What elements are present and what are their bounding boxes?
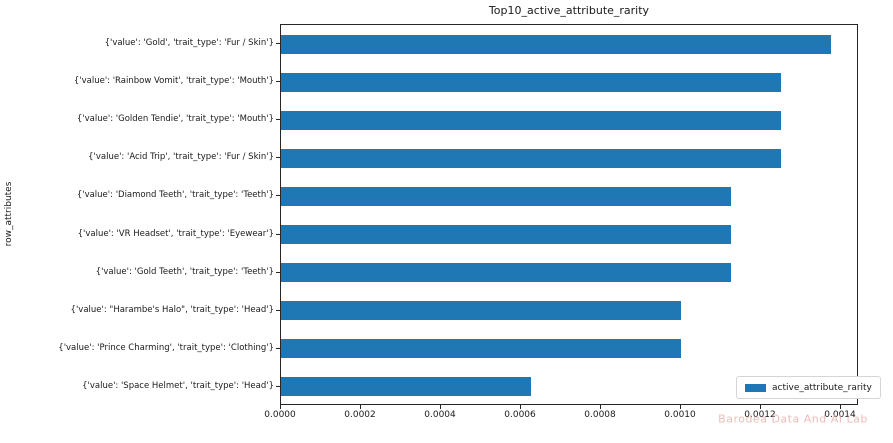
x-tick-mark <box>680 405 681 409</box>
bar <box>281 148 781 168</box>
x-tick-label: 0.0012 <box>744 410 776 420</box>
x-tick-label: 0.0000 <box>264 410 296 420</box>
y-tick-mark <box>276 271 280 273</box>
y-tick-mark <box>276 195 280 197</box>
y-tick-mark <box>276 233 280 235</box>
y-tick-label: {'value': 'Acid Trip', 'trait_type': 'Fu… <box>88 152 274 163</box>
x-tick-mark <box>840 405 841 409</box>
x-tick-label: 0.0004 <box>424 410 456 420</box>
x-tick-mark <box>600 405 601 409</box>
y-tick-mark <box>276 81 280 83</box>
x-tick-label: 0.0008 <box>584 410 616 420</box>
x-tick-label: 0.0010 <box>664 410 696 420</box>
y-tick-mark <box>276 347 280 349</box>
watermark-text: Barodea Data And AI Lab <box>718 412 868 426</box>
plot-area <box>280 24 858 405</box>
y-tick-mark <box>276 309 280 311</box>
bar <box>281 377 531 397</box>
bar <box>281 225 731 245</box>
legend: active_attribute_rarity <box>736 376 881 399</box>
bar <box>281 186 731 206</box>
y-tick-label: {'value': 'Diamond Teeth', 'trait_type':… <box>76 190 274 201</box>
legend-label: active_attribute_rarity <box>772 382 872 393</box>
y-tick-label: {'value': "Harambe's Halo", 'trait_type'… <box>70 304 274 315</box>
y-tick-label: {'value': 'Golden Tendie', 'trait_type':… <box>76 114 274 125</box>
y-tick-label: {'value': 'Gold Teeth', 'trait_type': 'T… <box>95 266 274 277</box>
y-tick-mark <box>276 385 280 387</box>
y-tick-label: {'value': 'Prince Charming', 'trait_type… <box>58 342 274 353</box>
chart-title: Top10_active_attribute_rarity <box>488 4 650 17</box>
x-tick-mark <box>360 405 361 409</box>
x-tick-mark <box>440 405 441 409</box>
y-tick-mark <box>276 119 280 121</box>
x-tick-mark <box>520 405 521 409</box>
legend-color-swatch <box>745 383 766 392</box>
y-axis-label: row_attributes <box>4 181 14 247</box>
x-tick-label: 0.0002 <box>344 410 376 420</box>
y-tick-label: {'value': 'VR Headset', 'trait_type': 'E… <box>77 228 274 239</box>
x-tick-label: 0.0014 <box>824 410 856 420</box>
bar <box>281 301 681 321</box>
y-tick-label: {'value': 'Rainbow Vomit', 'trait_type':… <box>73 76 274 87</box>
bar <box>281 34 831 54</box>
x-tick-mark <box>760 405 761 409</box>
y-tick-mark <box>276 157 280 159</box>
bar <box>281 110 781 130</box>
bar <box>281 339 681 359</box>
y-tick-mark <box>276 43 280 45</box>
x-tick-mark <box>280 405 281 409</box>
bar <box>281 72 781 92</box>
bar <box>281 263 731 283</box>
y-tick-label: {'value': 'Gold', 'trait_type': 'Fur / S… <box>104 38 274 49</box>
y-tick-label: {'value': 'Space Helmet', 'trait_type': … <box>82 380 274 391</box>
x-tick-label: 0.0006 <box>504 410 536 420</box>
